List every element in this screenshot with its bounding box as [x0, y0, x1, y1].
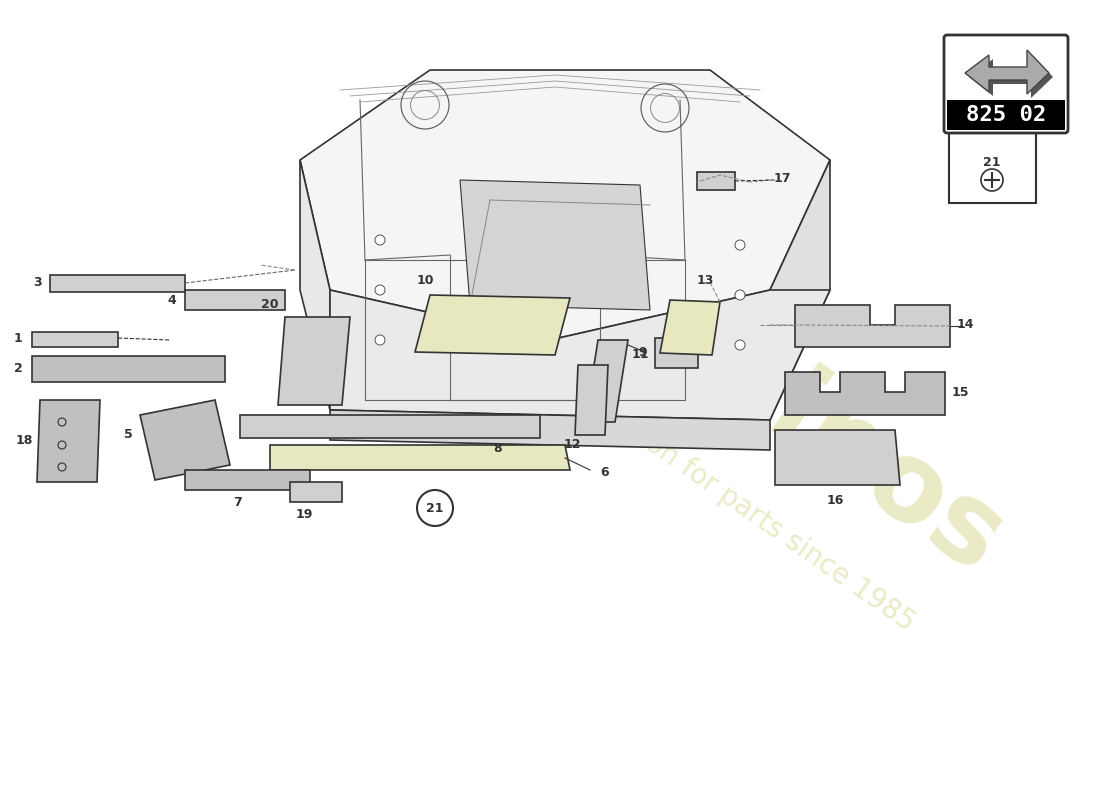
Text: 11: 11 [631, 349, 649, 362]
Text: 17: 17 [773, 171, 791, 185]
Polygon shape [32, 356, 226, 382]
Text: 2: 2 [13, 362, 22, 374]
Polygon shape [660, 300, 720, 355]
Text: 21: 21 [983, 155, 1001, 169]
Polygon shape [969, 54, 1053, 98]
Polygon shape [330, 290, 830, 420]
Circle shape [735, 290, 745, 300]
Polygon shape [185, 290, 285, 310]
Polygon shape [50, 275, 185, 292]
Text: 15: 15 [952, 386, 969, 398]
Polygon shape [415, 295, 570, 355]
Polygon shape [270, 445, 570, 470]
Text: 13: 13 [696, 274, 714, 286]
Text: 18: 18 [15, 434, 33, 446]
Text: 8: 8 [494, 442, 503, 454]
Text: a passion for parts since 1985: a passion for parts since 1985 [560, 373, 920, 637]
Polygon shape [290, 482, 342, 502]
Text: 21: 21 [427, 502, 443, 514]
Text: 3: 3 [34, 275, 42, 289]
Text: 5: 5 [123, 429, 132, 442]
Polygon shape [697, 172, 735, 190]
Text: 14: 14 [956, 318, 974, 331]
Polygon shape [785, 372, 945, 415]
Polygon shape [300, 70, 830, 340]
Text: 825 02: 825 02 [966, 105, 1046, 125]
Text: 4: 4 [167, 294, 176, 306]
Polygon shape [140, 400, 230, 480]
Circle shape [375, 285, 385, 295]
Polygon shape [575, 365, 608, 435]
Polygon shape [460, 180, 650, 310]
Text: 16: 16 [826, 494, 844, 506]
Polygon shape [240, 415, 540, 438]
Polygon shape [300, 160, 330, 410]
Polygon shape [32, 332, 118, 347]
Polygon shape [795, 305, 950, 347]
Text: 19: 19 [295, 507, 312, 521]
Circle shape [375, 235, 385, 245]
Polygon shape [278, 317, 350, 405]
Polygon shape [654, 338, 698, 368]
Circle shape [375, 335, 385, 345]
Text: 7: 7 [233, 495, 242, 509]
Circle shape [735, 240, 745, 250]
Polygon shape [965, 50, 1049, 94]
Circle shape [735, 340, 745, 350]
FancyBboxPatch shape [944, 35, 1068, 133]
Text: 12: 12 [563, 438, 581, 451]
FancyBboxPatch shape [949, 133, 1036, 203]
Polygon shape [770, 160, 830, 420]
Polygon shape [330, 410, 770, 450]
Bar [947, 100, 1065, 130]
Text: 9: 9 [639, 346, 647, 358]
Polygon shape [185, 470, 310, 490]
Text: 6: 6 [601, 466, 609, 478]
Polygon shape [776, 430, 900, 485]
Text: 10: 10 [416, 274, 433, 286]
Text: equipos: equipos [557, 225, 1023, 595]
Text: 1: 1 [13, 331, 22, 345]
Polygon shape [37, 400, 100, 482]
Polygon shape [585, 340, 628, 422]
Text: 20: 20 [262, 298, 278, 311]
